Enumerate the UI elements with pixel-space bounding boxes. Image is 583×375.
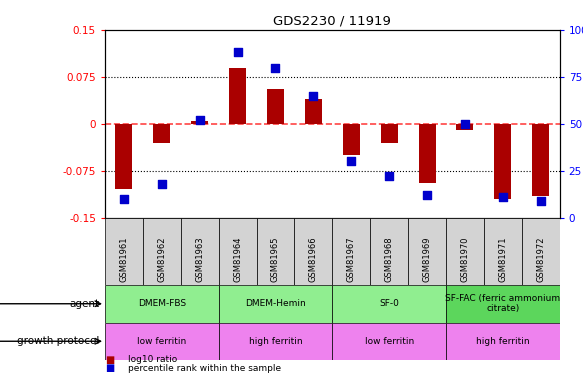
Bar bbox=[332, 285, 446, 322]
Text: ■: ■ bbox=[105, 363, 114, 373]
Title: GDS2230 / 11919: GDS2230 / 11919 bbox=[273, 15, 391, 27]
Text: GSM81962: GSM81962 bbox=[157, 236, 166, 282]
Bar bbox=[532, 124, 549, 196]
Point bbox=[498, 194, 507, 200]
Bar bbox=[143, 217, 181, 285]
Point bbox=[385, 173, 394, 179]
Bar bbox=[294, 217, 332, 285]
Text: DMEM-FBS: DMEM-FBS bbox=[138, 299, 186, 308]
Bar bbox=[153, 124, 170, 142]
Bar bbox=[408, 217, 446, 285]
Text: SF-0: SF-0 bbox=[379, 299, 399, 308]
Text: GSM81971: GSM81971 bbox=[498, 236, 507, 282]
Bar bbox=[446, 285, 560, 322]
Point bbox=[195, 117, 204, 123]
Point bbox=[308, 93, 318, 99]
Point bbox=[157, 181, 167, 187]
Text: growth protocol: growth protocol bbox=[17, 336, 99, 346]
Text: GSM81968: GSM81968 bbox=[385, 236, 394, 282]
Point bbox=[422, 192, 431, 198]
Bar bbox=[343, 124, 360, 155]
Bar bbox=[219, 285, 332, 322]
Bar bbox=[370, 217, 408, 285]
Bar bbox=[522, 217, 560, 285]
Text: GSM81966: GSM81966 bbox=[309, 236, 318, 282]
Text: GSM81972: GSM81972 bbox=[536, 236, 545, 282]
Bar bbox=[332, 217, 370, 285]
Bar bbox=[381, 124, 398, 142]
Text: percentile rank within the sample: percentile rank within the sample bbox=[128, 364, 282, 373]
Text: low ferritin: low ferritin bbox=[137, 337, 187, 346]
Text: GSM81964: GSM81964 bbox=[233, 236, 242, 282]
Text: GSM81969: GSM81969 bbox=[423, 236, 431, 282]
Bar bbox=[229, 68, 246, 124]
Bar bbox=[257, 217, 294, 285]
Point bbox=[233, 50, 243, 55]
Text: DMEM-Hemin: DMEM-Hemin bbox=[245, 299, 306, 308]
Point bbox=[536, 198, 545, 204]
Text: agent: agent bbox=[69, 299, 99, 309]
Bar bbox=[305, 99, 322, 124]
Bar bbox=[191, 121, 208, 124]
Bar bbox=[332, 322, 446, 360]
Bar bbox=[267, 89, 284, 124]
Bar bbox=[219, 322, 332, 360]
Point bbox=[346, 158, 356, 164]
Bar bbox=[494, 124, 511, 199]
Text: high ferritin: high ferritin bbox=[249, 337, 302, 346]
Bar bbox=[446, 217, 484, 285]
Text: low ferritin: low ferritin bbox=[364, 337, 414, 346]
Text: GSM81963: GSM81963 bbox=[195, 236, 204, 282]
Text: ■: ■ bbox=[105, 354, 114, 364]
Text: SF-FAC (ferric ammonium
citrate): SF-FAC (ferric ammonium citrate) bbox=[445, 294, 560, 314]
Bar bbox=[105, 217, 143, 285]
Point bbox=[460, 121, 469, 127]
Point bbox=[271, 64, 280, 70]
Bar bbox=[181, 217, 219, 285]
Bar bbox=[484, 217, 522, 285]
Text: high ferritin: high ferritin bbox=[476, 337, 529, 346]
Point bbox=[119, 196, 128, 202]
Bar bbox=[115, 124, 132, 189]
Text: GSM81961: GSM81961 bbox=[120, 236, 128, 282]
Bar bbox=[419, 124, 436, 183]
Text: GSM81967: GSM81967 bbox=[347, 236, 356, 282]
Bar bbox=[219, 217, 257, 285]
Bar bbox=[446, 322, 560, 360]
Bar bbox=[105, 322, 219, 360]
Bar bbox=[456, 124, 473, 130]
Bar bbox=[105, 285, 219, 322]
Text: GSM81965: GSM81965 bbox=[271, 236, 280, 282]
Text: GSM81970: GSM81970 bbox=[461, 236, 469, 282]
Text: log10 ratio: log10 ratio bbox=[128, 356, 177, 364]
